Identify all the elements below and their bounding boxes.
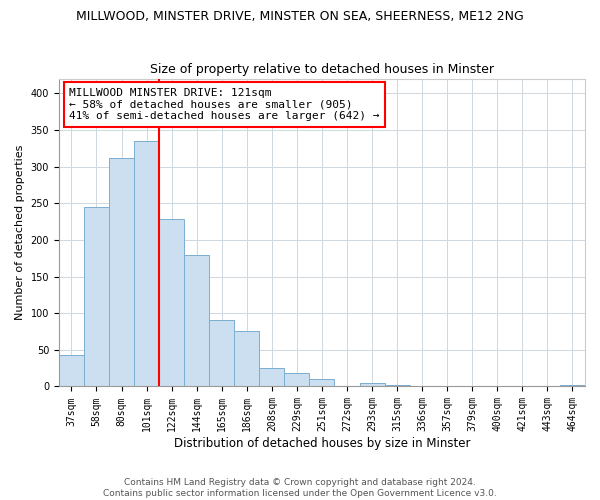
Bar: [109, 158, 134, 386]
Bar: [209, 320, 234, 386]
Bar: [359, 383, 385, 386]
Bar: [385, 385, 410, 386]
Text: Contains HM Land Registry data © Crown copyright and database right 2024.
Contai: Contains HM Land Registry data © Crown c…: [103, 478, 497, 498]
Text: MILLWOOD MINSTER DRIVE: 121sqm
← 58% of detached houses are smaller (905)
41% of: MILLWOOD MINSTER DRIVE: 121sqm ← 58% of …: [70, 88, 380, 121]
Bar: [560, 385, 585, 386]
Bar: [159, 220, 184, 386]
Bar: [310, 379, 334, 386]
Bar: [184, 254, 209, 386]
Bar: [134, 141, 159, 386]
Y-axis label: Number of detached properties: Number of detached properties: [15, 145, 25, 320]
Bar: [234, 332, 259, 386]
Bar: [59, 355, 84, 386]
Bar: [259, 368, 284, 386]
Title: Size of property relative to detached houses in Minster: Size of property relative to detached ho…: [150, 63, 494, 76]
X-axis label: Distribution of detached houses by size in Minster: Distribution of detached houses by size …: [174, 437, 470, 450]
Bar: [284, 374, 310, 386]
Text: MILLWOOD, MINSTER DRIVE, MINSTER ON SEA, SHEERNESS, ME12 2NG: MILLWOOD, MINSTER DRIVE, MINSTER ON SEA,…: [76, 10, 524, 23]
Bar: [84, 207, 109, 386]
